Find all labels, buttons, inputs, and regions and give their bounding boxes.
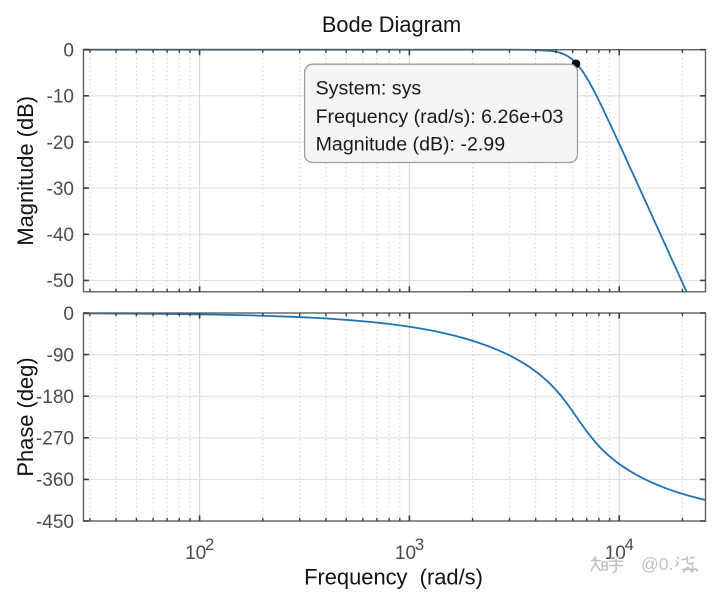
svg-text:0: 0 bbox=[63, 304, 74, 325]
svg-text:-270: -270 bbox=[36, 429, 74, 450]
svg-text:-50: -50 bbox=[47, 271, 74, 292]
svg-text:-180: -180 bbox=[36, 387, 74, 408]
svg-text:10: 10 bbox=[605, 543, 626, 564]
svg-text:Frequency (rad/s): Frequency (rad/s) bbox=[304, 565, 483, 590]
svg-text:@0.: @0. bbox=[641, 554, 673, 574]
svg-text:-450: -450 bbox=[36, 512, 74, 533]
svg-text:2: 2 bbox=[205, 535, 214, 554]
svg-text:Frequency (rad/s): 6.26e+03: Frequency (rad/s): 6.26e+03 bbox=[316, 106, 564, 128]
svg-text:3: 3 bbox=[415, 535, 424, 554]
svg-text:4: 4 bbox=[625, 535, 634, 554]
svg-text:10: 10 bbox=[395, 543, 416, 564]
svg-text:-90: -90 bbox=[47, 345, 74, 366]
svg-text:-30: -30 bbox=[47, 179, 74, 200]
svg-text:-360: -360 bbox=[36, 470, 74, 491]
svg-text:-10: -10 bbox=[47, 87, 74, 108]
svg-text:System: sys: System: sys bbox=[316, 78, 422, 100]
svg-text:Magnitude (dB): Magnitude (dB) bbox=[13, 96, 38, 246]
svg-text:Magnitude (dB): -2.99: Magnitude (dB): -2.99 bbox=[316, 134, 506, 156]
svg-text:0: 0 bbox=[63, 41, 74, 62]
svg-text:Phase (deg): Phase (deg) bbox=[13, 357, 38, 476]
svg-text:Bode Diagram: Bode Diagram bbox=[322, 12, 461, 37]
svg-text:-40: -40 bbox=[47, 225, 74, 246]
svg-text:-20: -20 bbox=[47, 133, 74, 154]
svg-text:10: 10 bbox=[185, 543, 206, 564]
